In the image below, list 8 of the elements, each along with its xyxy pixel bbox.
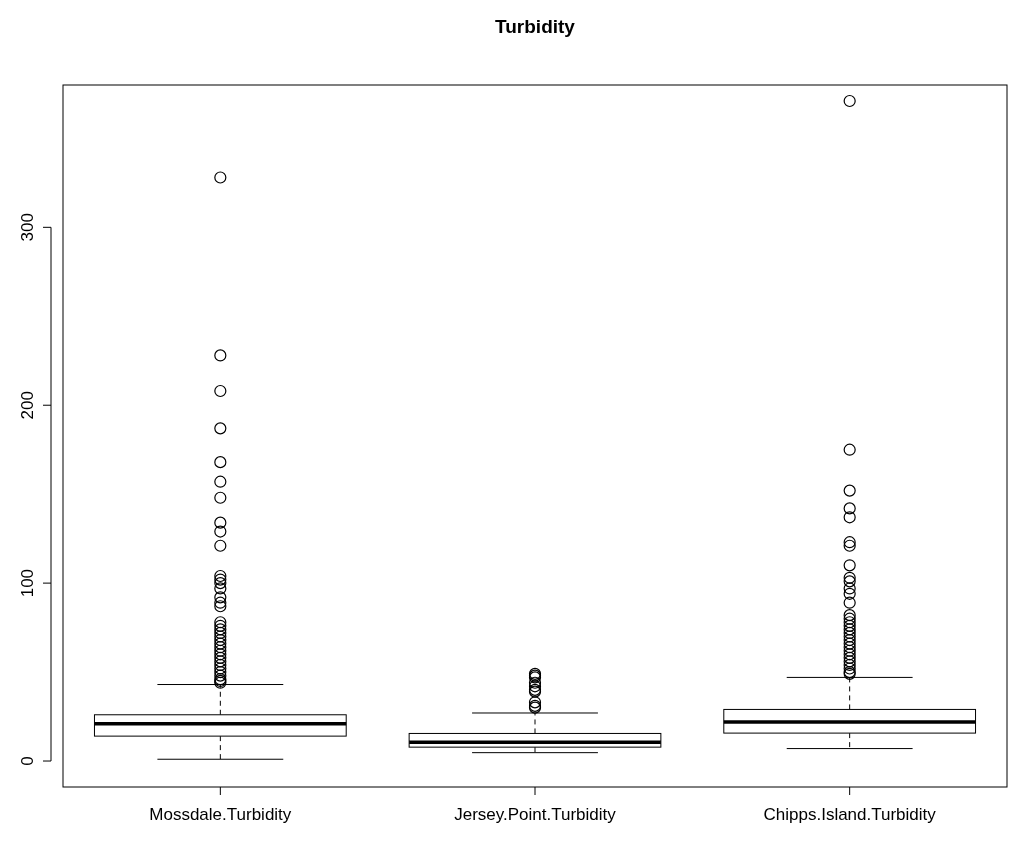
y-tick-label: 100 bbox=[18, 568, 37, 598]
x-tick-label: Chipps.Island.Turbidity bbox=[763, 805, 937, 824]
y-tick-label: 0 bbox=[18, 756, 37, 766]
y-tick-label: 300 bbox=[18, 213, 37, 242]
x-tick-label: Jersey.Point.Turbidity bbox=[454, 805, 617, 824]
chart-title: Turbidity bbox=[495, 16, 576, 37]
x-tick-label: Mossdale.Turbidity bbox=[149, 805, 292, 824]
y-tick-label: 200 bbox=[18, 391, 37, 420]
